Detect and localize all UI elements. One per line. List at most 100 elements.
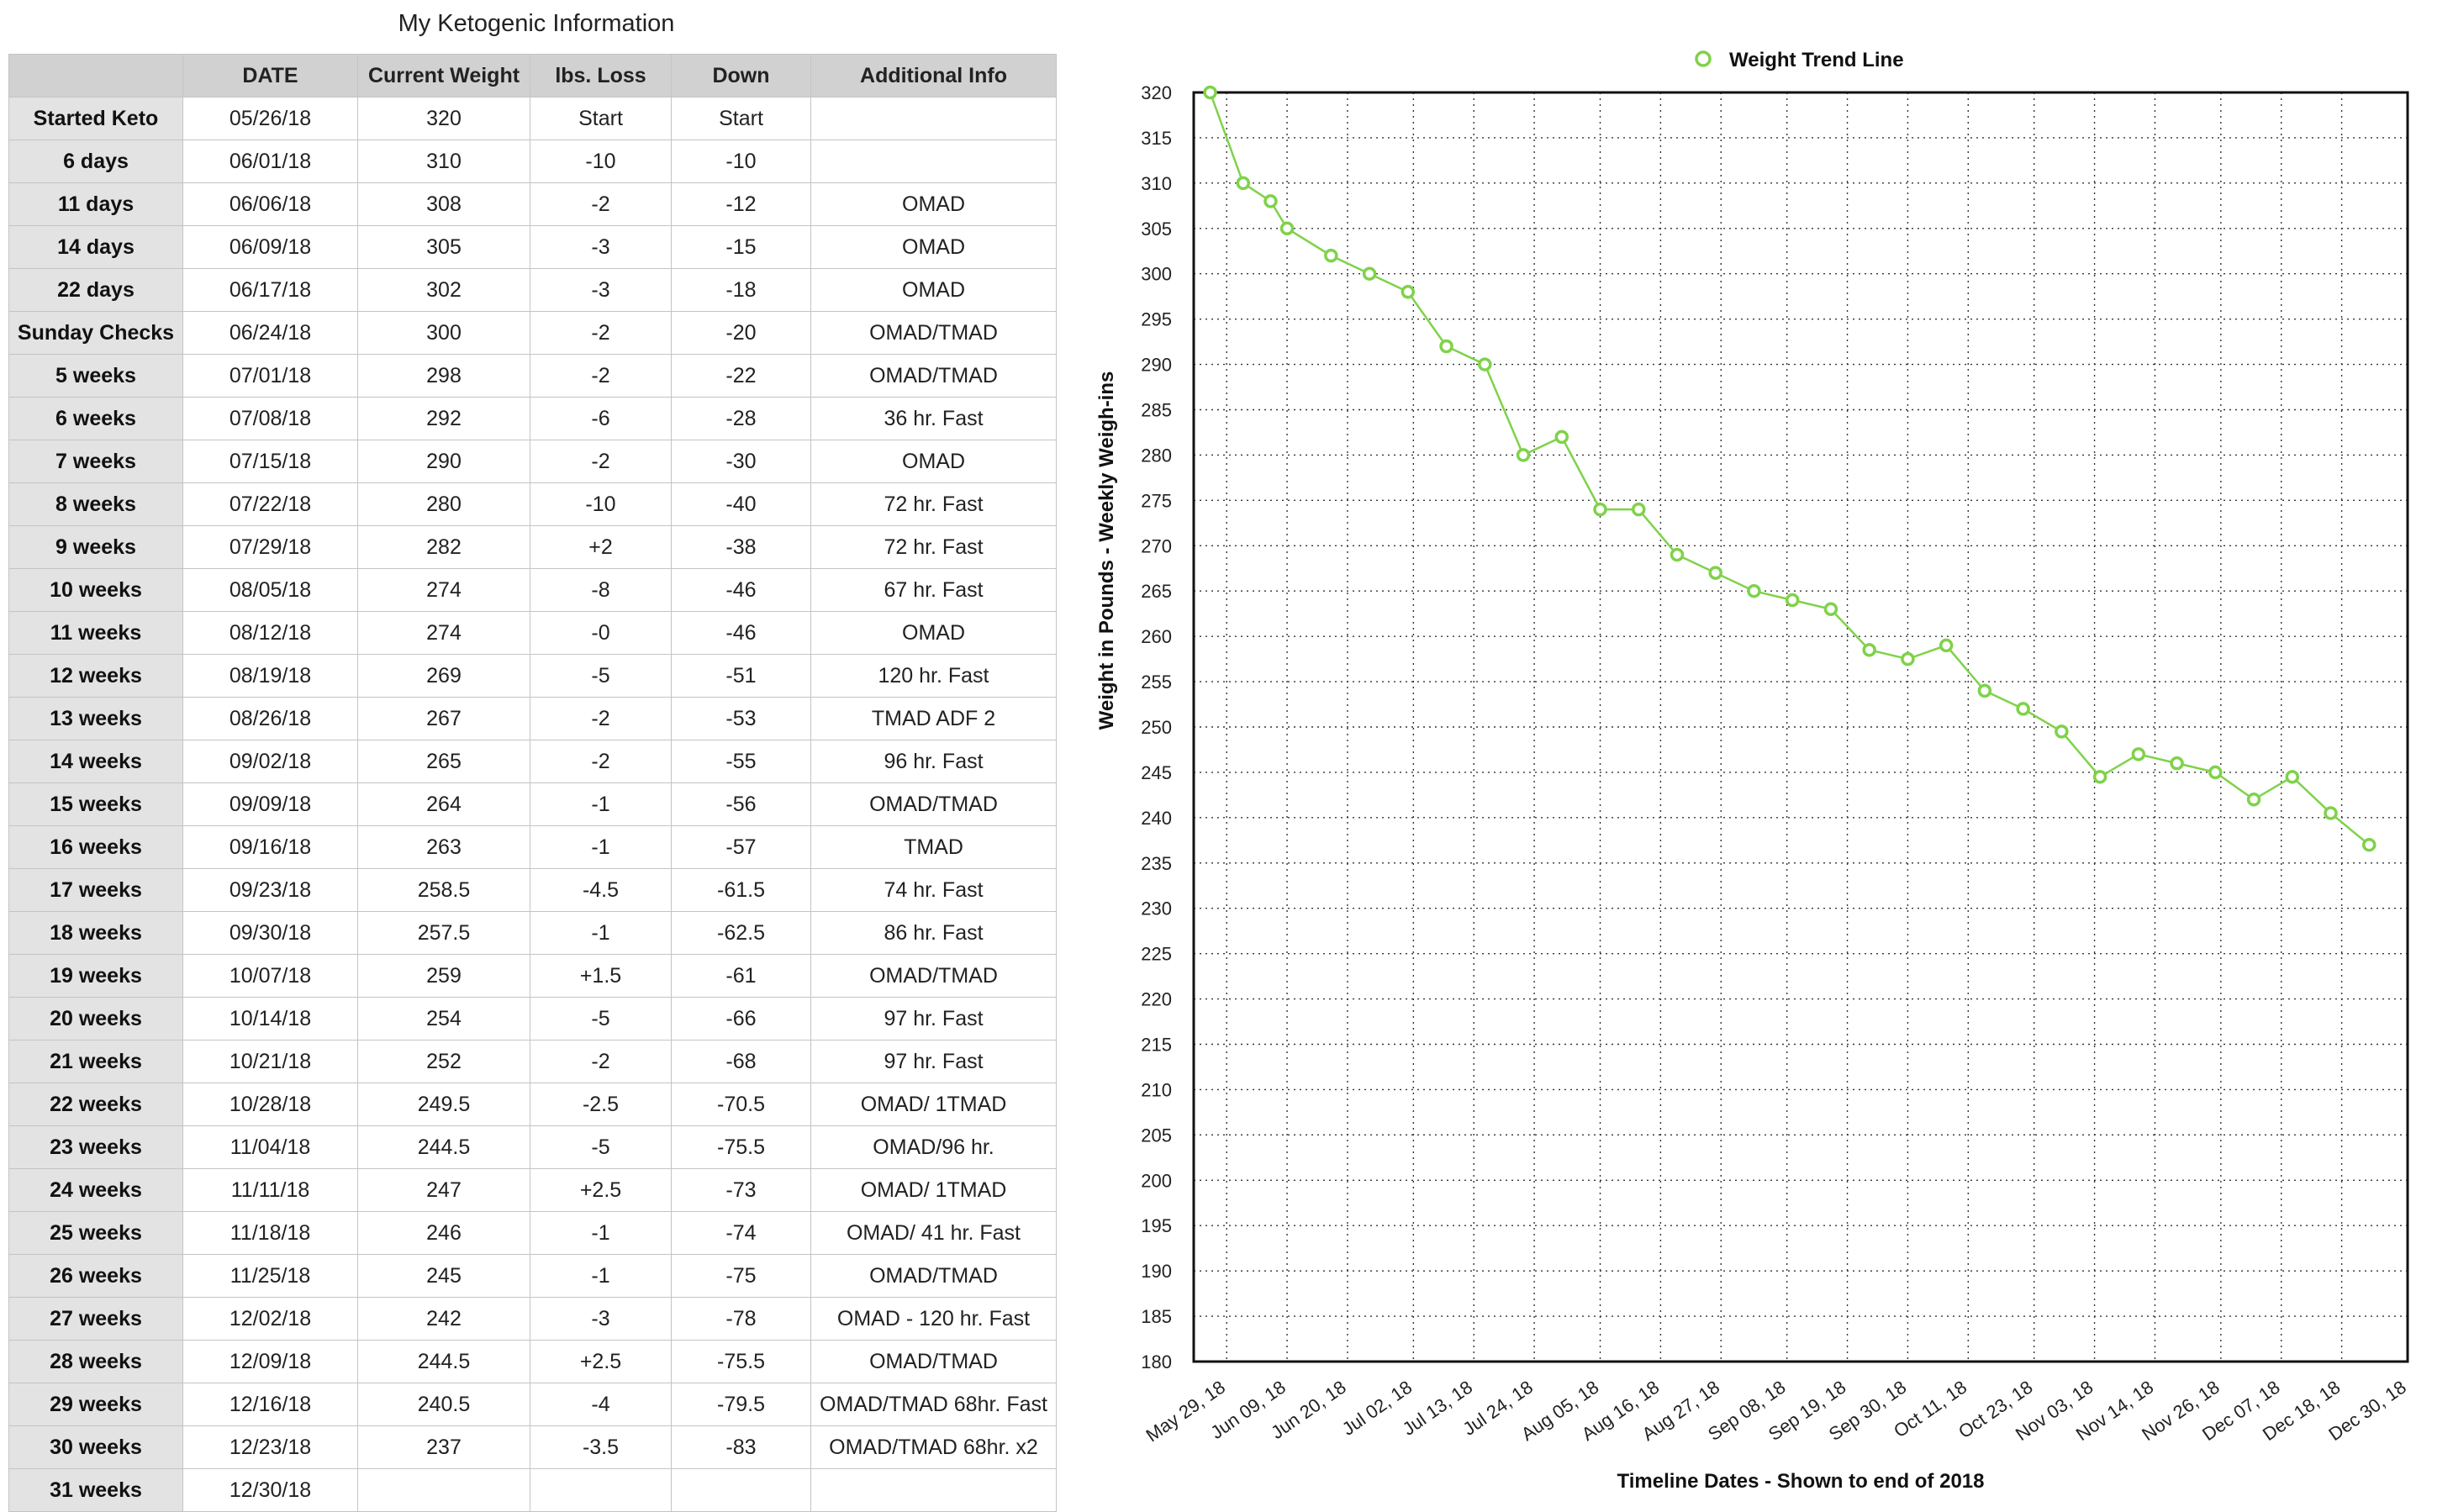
weight-cell: 302 [357, 268, 530, 312]
table-row: 26 weeks 11/25/18 245 -1 -75 OMAD/TMAD [8, 1254, 1057, 1298]
y-tick-label: 195 [1141, 1215, 1172, 1236]
loss-cell: -1 [530, 825, 672, 869]
y-tick-label: 220 [1141, 989, 1172, 1010]
date-cell: 07/29/18 [182, 525, 358, 569]
loss-cell: -3 [530, 225, 672, 269]
weight-cell: 242 [357, 1297, 530, 1341]
loss-cell: -2.5 [530, 1083, 672, 1126]
date-cell: 08/19/18 [182, 654, 358, 698]
y-tick-label: 190 [1141, 1261, 1172, 1282]
info-cell: OMAD/TMAD [810, 782, 1057, 826]
info-cell: TMAD ADF 2 [810, 697, 1057, 740]
info-cell [810, 1468, 1057, 1512]
down-cell: -75.5 [671, 1125, 811, 1169]
data-point [2055, 724, 2069, 739]
info-cell: 72 hr. Fast [810, 525, 1057, 569]
row-label-cell: Sunday Checks [8, 311, 183, 355]
row-label-cell: 24 weeks [8, 1168, 183, 1212]
loss-cell: -2 [530, 697, 672, 740]
weight-cell: 282 [357, 525, 530, 569]
weight-cell: 290 [357, 440, 530, 483]
down-cell: -66 [671, 997, 811, 1040]
down-cell: -22 [671, 354, 811, 398]
info-cell: 120 hr. Fast [810, 654, 1057, 698]
down-cell: -57 [671, 825, 811, 869]
date-cell: 07/22/18 [182, 482, 358, 526]
date-cell: 05/26/18 [182, 97, 358, 140]
info-cell: OMAD/96 hr. [810, 1125, 1057, 1169]
loss-cell: -2 [530, 311, 672, 355]
header-label-cell [8, 54, 183, 97]
info-cell: OMAD/TMAD [810, 354, 1057, 398]
y-tick-label: 320 [1141, 82, 1172, 103]
data-point [1478, 357, 1492, 371]
down-cell: -28 [671, 397, 811, 440]
weight-cell: 244.5 [357, 1340, 530, 1383]
row-label-cell: 6 days [8, 140, 183, 183]
table-row: 21 weeks 10/21/18 252 -2 -68 97 hr. Fast [8, 1040, 1057, 1083]
down-cell: -20 [671, 311, 811, 355]
weight-cell: 269 [357, 654, 530, 698]
down-cell: -12 [671, 182, 811, 226]
table-body: Started Keto 05/26/18 320 Start Start 6 days 0… [8, 97, 1057, 1512]
info-cell: OMAD - 120 hr. Fast [810, 1297, 1057, 1341]
date-cell: 07/08/18 [182, 397, 358, 440]
loss-cell: -4 [530, 1383, 672, 1426]
loss-cell: -10 [530, 482, 672, 526]
date-cell: 11/11/18 [182, 1168, 358, 1212]
y-tick-label: 180 [1141, 1351, 1172, 1372]
table-row: Started Keto 05/26/18 320 Start Start [8, 97, 1057, 140]
down-cell: -68 [671, 1040, 811, 1083]
data-point [1708, 566, 1722, 580]
weight-cell: 258.5 [357, 868, 530, 912]
down-cell: -53 [671, 697, 811, 740]
weight-cell: 244.5 [357, 1125, 530, 1169]
info-cell: 96 hr. Fast [810, 740, 1057, 783]
row-label-cell: 30 weeks [8, 1425, 183, 1469]
info-cell: 97 hr. Fast [810, 1040, 1057, 1083]
row-label-cell: 20 weeks [8, 997, 183, 1040]
loss-cell: -5 [530, 654, 672, 698]
weight-cell: 267 [357, 697, 530, 740]
table-row: 31 weeks 12/30/18 [8, 1468, 1057, 1512]
down-cell: -75.5 [671, 1340, 811, 1383]
table-row: 6 weeks 07/08/18 292 -6 -28 36 hr. Fast [8, 397, 1057, 440]
loss-cell: -6 [530, 397, 672, 440]
info-cell: 36 hr. Fast [810, 397, 1057, 440]
weight-cell: 274 [357, 568, 530, 612]
info-cell: OMAD/TMAD 68hr. x2 [810, 1425, 1057, 1469]
table-row: 25 weeks 11/18/18 246 -1 -74 OMAD/ 41 hr. Fas… [8, 1211, 1057, 1255]
date-cell: 12/16/18 [182, 1383, 358, 1426]
data-point [1236, 176, 1251, 191]
table-row: 7 weeks 07/15/18 290 -2 -30 OMAD [8, 440, 1057, 483]
table-row: 22 weeks 10/28/18 249.5 -2.5 -70.5 OMAD/ 1TMA… [8, 1083, 1057, 1126]
weight-cell: 320 [357, 97, 530, 140]
y-tick-label: 245 [1141, 762, 1172, 783]
date-cell: 10/14/18 [182, 997, 358, 1040]
loss-cell: -2 [530, 354, 672, 398]
table-row: 10 weeks 08/05/18 274 -8 -46 67 hr. Fast [8, 568, 1057, 612]
loss-cell: -1 [530, 911, 672, 955]
loss-cell: -8 [530, 568, 672, 612]
date-cell: 06/24/18 [182, 311, 358, 355]
loss-cell: -10 [530, 140, 672, 183]
info-cell: 86 hr. Fast [810, 911, 1057, 955]
info-cell: 72 hr. Fast [810, 482, 1057, 526]
info-cell: OMAD [810, 182, 1057, 226]
data-point [1823, 602, 1838, 617]
y-tick-label: 285 [1141, 400, 1172, 421]
date-cell: 09/16/18 [182, 825, 358, 869]
weight-cell: 257.5 [357, 911, 530, 955]
down-cell: -62.5 [671, 911, 811, 955]
loss-cell: -1 [530, 1211, 672, 1255]
legend-label: Weight Trend Line [1729, 49, 1904, 71]
weight-cell: 240.5 [357, 1383, 530, 1426]
table-row: 11 weeks 08/12/18 274 -0 -46 OMAD [8, 611, 1057, 655]
row-label-cell: 29 weeks [8, 1383, 183, 1426]
data-point [1263, 194, 1278, 208]
date-cell: 06/06/18 [182, 182, 358, 226]
table-row: 15 weeks 09/09/18 264 -1 -56 OMAD/TMAD [8, 782, 1057, 826]
down-cell: -61 [671, 954, 811, 998]
y-tick-label: 310 [1141, 173, 1172, 194]
row-label-cell: 31 weeks [8, 1468, 183, 1512]
